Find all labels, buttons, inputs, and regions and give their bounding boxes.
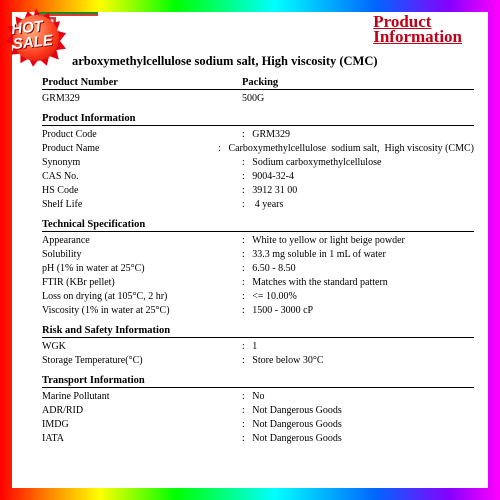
heading-line2: Information (373, 29, 462, 44)
spec-value: : Sodium carboxymethylcellulose (242, 156, 474, 170)
spec-key: Product Code (42, 128, 242, 142)
spec-row: Viscosity (1% in water at 25°C): 1500 - … (42, 304, 474, 318)
spec-key: Product Name (42, 142, 218, 156)
spec-row: Appearance: White to yellow or light bei… (42, 234, 474, 248)
spec-row: Marine Pollutant: No (42, 390, 474, 404)
spec-key: Storage Temperature(°C) (42, 354, 242, 368)
packing-num: GRM329 (42, 92, 242, 106)
spec-row: Shelf Life: 4 years (42, 198, 474, 212)
spec-key: Synonym (42, 156, 242, 170)
spec-row: Product Code: GRM329 (42, 128, 474, 142)
spec-value: : 1 (242, 340, 474, 354)
hot-sale-text: HOT SALE (11, 18, 54, 52)
spec-value: : Matches with the standard pattern (242, 276, 474, 290)
spec-key: ADR/RID (42, 404, 242, 418)
spec-value: : Not Dangerous Goods (242, 404, 474, 418)
spec-row: ADR/RID: Not Dangerous Goods (42, 404, 474, 418)
spec-row: Loss on drying (at 105°C, 2 hr): <= 10.0… (42, 290, 474, 304)
spec-key: Loss on drying (at 105°C, 2 hr) (42, 290, 242, 304)
packing-header: Product Number Packing (42, 77, 474, 90)
spec-value: : 1500 - 3000 cP (242, 304, 474, 318)
spec-value: : 6.50 - 8.50 (242, 262, 474, 276)
spec-value: : Carboxymethylcellulose sodium salt, Hi… (218, 142, 474, 156)
spec-value: : 9004-32-4 (242, 170, 474, 184)
col-product-number: Product Number (42, 77, 242, 88)
rainbow-frame: HIM Product Information arboxymethylcell… (0, 0, 500, 500)
section-tech-spec: Technical Specification (42, 219, 474, 232)
spec-key: IMDG (42, 418, 242, 432)
spec-value: : Not Dangerous Goods (242, 432, 474, 446)
col-packing: Packing (242, 77, 278, 88)
spec-value: : 3912 31 00 (242, 184, 474, 198)
section-transport: Transport Information (42, 375, 474, 388)
section-risk-safety: Risk and Safety Information (42, 325, 474, 338)
spec-row: Synonym: Sodium carboxymethylcellulose (42, 156, 474, 170)
spec-value: : Store below 30°C (242, 354, 474, 368)
spec-value: : GRM329 (242, 128, 474, 142)
spec-row: IATA: Not Dangerous Goods (42, 432, 474, 446)
spec-row: Solubility: 33.3 mg soluble in 1 mL of w… (42, 248, 474, 262)
spec-row: Product Name: Carboxymethylcellulose sod… (42, 142, 474, 156)
spec-key: FTIR (KBr pellet) (42, 276, 242, 290)
section-product-info: Product Information (42, 113, 474, 126)
product-title: arboxymethylcellulose sodium salt, High … (72, 54, 474, 69)
spec-key: Marine Pollutant (42, 390, 242, 404)
spec-row: WGK: 1 (42, 340, 474, 354)
spec-row: IMDG: Not Dangerous Goods (42, 418, 474, 432)
spec-key: Viscosity (1% in water at 25°C) (42, 304, 242, 318)
hot-sale-badge: HOT SALE (0, 10, 74, 66)
spec-row: HS Code: 3912 31 00 (42, 184, 474, 198)
spec-key: Solubility (42, 248, 242, 262)
spec-key: IATA (42, 432, 242, 446)
spec-value: : White to yellow or light beige powder (242, 234, 474, 248)
spec-value: : <= 10.00% (242, 290, 474, 304)
spec-row: FTIR (KBr pellet): Matches with the stan… (42, 276, 474, 290)
spec-key: Shelf Life (42, 198, 242, 212)
spec-value: : 33.3 mg soluble in 1 mL of water (242, 248, 474, 262)
spec-key: CAS No. (42, 170, 242, 184)
page: HIM Product Information arboxymethylcell… (12, 12, 488, 488)
spec-key: WGK (42, 340, 242, 354)
spec-value: : No (242, 390, 474, 404)
spec-row: Storage Temperature(°C): Store below 30°… (42, 354, 474, 368)
spec-value: : 4 years (242, 198, 474, 212)
document-heading: Product Information (373, 14, 462, 44)
spec-row: CAS No.: 9004-32-4 (42, 170, 474, 184)
spec-key: Appearance (42, 234, 242, 248)
hot-line2: SALE (12, 33, 53, 52)
spec-value: : Not Dangerous Goods (242, 418, 474, 432)
packing-row: GRM329 500G (42, 92, 474, 106)
spec-row: pH (1% in water at 25°C): 6.50 - 8.50 (42, 262, 474, 276)
spec-key: HS Code (42, 184, 242, 198)
packing-size: 500G (242, 92, 474, 106)
spec-key: pH (1% in water at 25°C) (42, 262, 242, 276)
